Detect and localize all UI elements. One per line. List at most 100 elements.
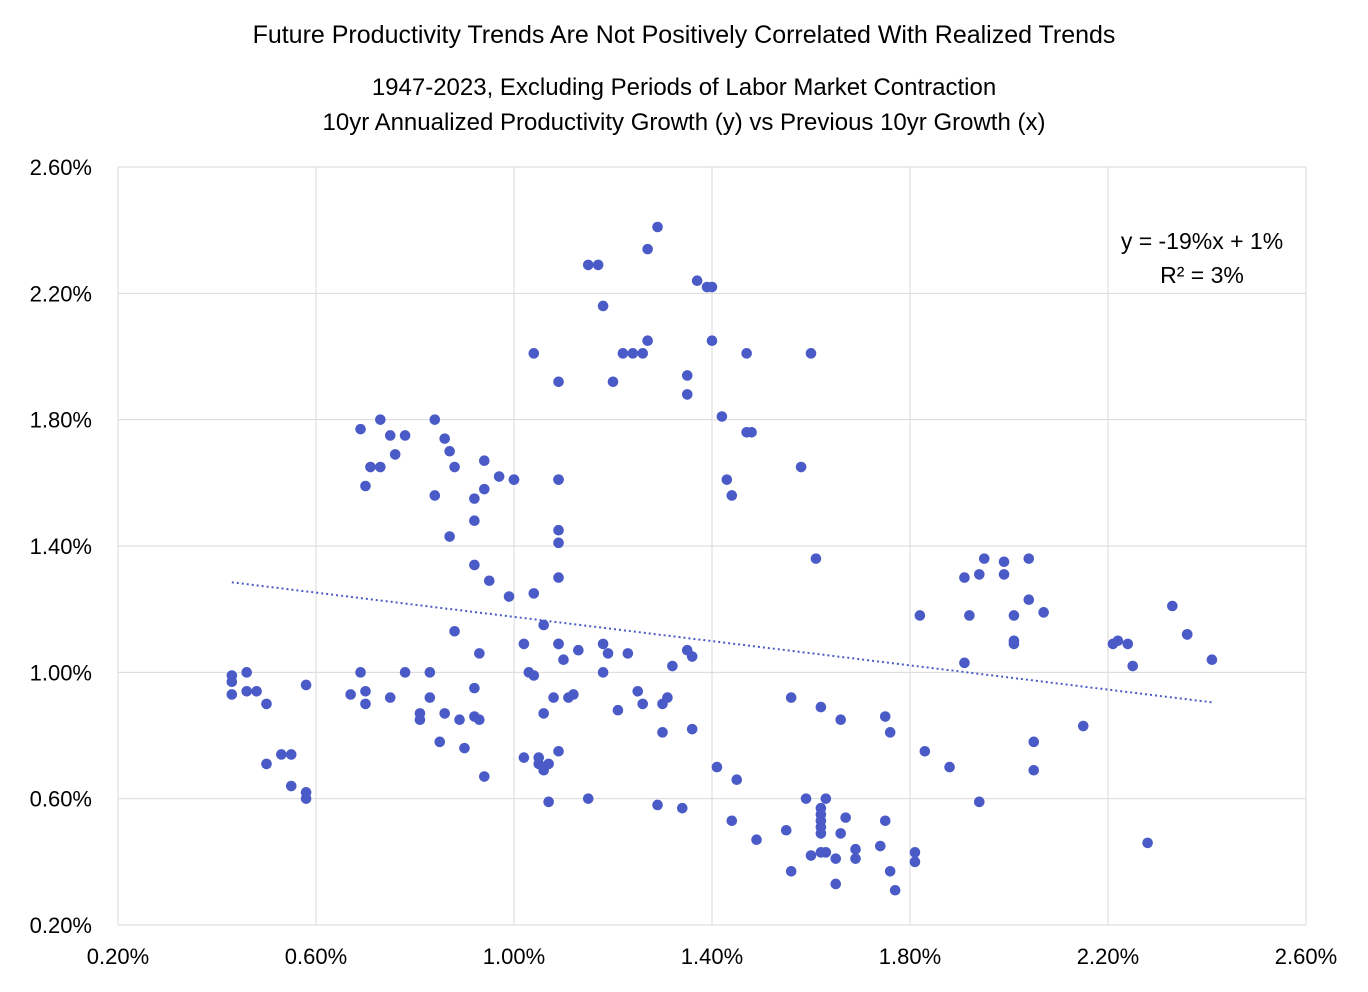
data-point <box>741 348 752 359</box>
data-point <box>360 685 371 697</box>
data-point <box>360 480 371 492</box>
data-point <box>1023 553 1035 564</box>
data-point <box>785 866 797 877</box>
x-tick-label: 1.80% <box>879 944 941 969</box>
data-point <box>276 749 287 760</box>
data-point <box>1028 736 1040 748</box>
data-point <box>875 840 886 852</box>
data-point <box>805 850 817 861</box>
chart-subtitle-line-1: 1947-2023, Excluding Periods of Labor Ma… <box>372 74 996 101</box>
data-point <box>261 698 272 710</box>
data-point <box>637 348 648 359</box>
y-tick-label: 1.40% <box>30 534 92 559</box>
data-point <box>592 259 604 271</box>
data-point <box>998 556 1010 568</box>
data-point <box>424 667 436 678</box>
data-point <box>597 667 609 678</box>
data-point <box>300 793 312 804</box>
data-point <box>716 411 728 422</box>
data-point <box>850 843 861 855</box>
data-points <box>226 221 1218 896</box>
data-point <box>518 752 530 763</box>
data-point <box>474 648 485 659</box>
data-point <box>726 815 738 827</box>
data-point <box>558 654 569 665</box>
data-point <box>399 667 411 678</box>
data-point <box>810 553 822 564</box>
data-point <box>543 796 554 808</box>
y-tick-label: 0.60% <box>30 787 92 812</box>
data-point <box>469 559 480 571</box>
data-point <box>711 761 723 773</box>
trendline-r-squared: R² = 3% <box>1160 262 1244 288</box>
data-point <box>850 853 861 864</box>
data-point <box>637 698 648 710</box>
data-point <box>1112 635 1124 647</box>
data-point <box>553 524 564 536</box>
data-point <box>830 878 842 890</box>
data-point <box>548 692 559 703</box>
data-point <box>884 866 896 877</box>
data-point <box>731 774 743 786</box>
data-point <box>573 644 584 656</box>
data-point <box>479 483 490 495</box>
data-point <box>959 572 970 583</box>
data-point <box>226 676 238 688</box>
data-point <box>528 588 540 599</box>
data-point <box>1206 654 1218 665</box>
data-point <box>384 692 396 703</box>
data-point <box>449 461 460 473</box>
data-point <box>686 723 698 735</box>
data-point <box>607 376 619 388</box>
x-tick-label: 2.60% <box>1275 944 1337 969</box>
data-point <box>459 742 470 754</box>
data-point <box>746 427 757 438</box>
data-point <box>251 685 262 697</box>
data-point <box>642 243 653 255</box>
data-point <box>553 638 564 650</box>
data-point <box>1008 610 1020 621</box>
data-point <box>602 648 614 659</box>
data-point <box>681 389 693 400</box>
data-point <box>805 348 817 359</box>
y-tick-label: 1.80% <box>30 408 92 433</box>
x-tick-label: 1.40% <box>681 944 743 969</box>
data-point <box>553 572 564 583</box>
data-point <box>652 221 663 233</box>
data-point <box>399 430 411 441</box>
data-point <box>345 689 356 700</box>
data-point <box>300 679 312 691</box>
trendline-equation: y = -19%x + 1% <box>1121 228 1283 254</box>
data-point <box>835 828 846 839</box>
data-point <box>677 802 688 814</box>
data-point <box>622 648 634 659</box>
data-point <box>974 569 985 580</box>
data-point <box>889 884 901 896</box>
data-point <box>538 708 549 719</box>
data-point <box>375 414 386 425</box>
data-point <box>241 685 252 697</box>
data-point <box>959 657 970 669</box>
data-point <box>657 727 668 738</box>
data-point <box>434 736 446 748</box>
data-point <box>1127 660 1139 672</box>
data-point <box>439 708 451 719</box>
y-tick-label: 2.20% <box>30 281 92 306</box>
data-point <box>444 445 455 457</box>
data-point <box>795 461 807 473</box>
data-point <box>1023 594 1035 605</box>
data-point <box>375 461 386 473</box>
data-point <box>568 689 579 700</box>
data-point <box>706 281 718 293</box>
chart-title: Future Productivity Trends Are Not Posit… <box>253 21 1116 49</box>
x-axis-tick-labels: 0.20% 0.60% 1.00% 1.40% 1.80% 2.20% 2.60% <box>87 944 1337 969</box>
data-point <box>503 591 515 602</box>
data-point <box>627 348 639 359</box>
data-point <box>360 698 371 710</box>
x-tick-label: 0.20% <box>87 944 149 969</box>
data-point <box>469 493 480 504</box>
data-point <box>662 692 673 703</box>
data-point <box>493 471 505 482</box>
data-point <box>553 745 564 757</box>
